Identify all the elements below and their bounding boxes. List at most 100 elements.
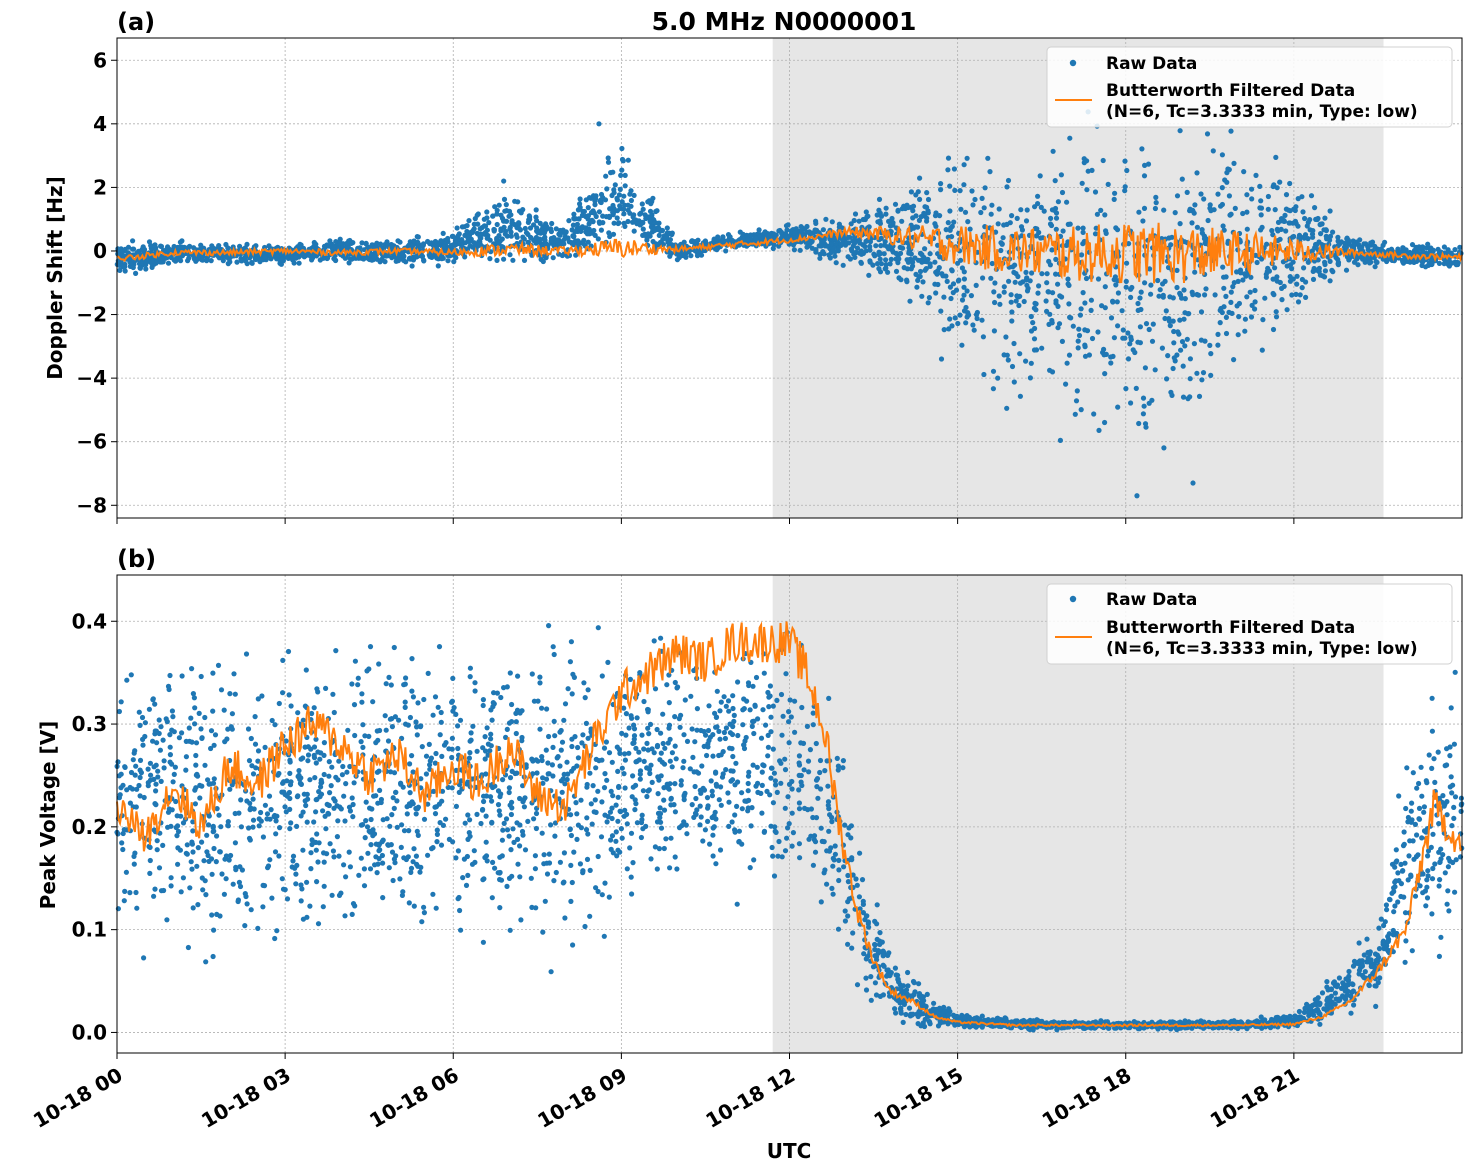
raw-data-point <box>1059 189 1066 196</box>
raw-data-point <box>1404 765 1410 771</box>
raw-data-point <box>137 265 143 271</box>
raw-data-point <box>1124 167 1130 174</box>
raw-data-point <box>1030 320 1036 326</box>
raw-data-point <box>360 744 366 751</box>
raw-data-point <box>1080 229 1086 235</box>
raw-data-point <box>452 242 458 248</box>
raw-data-point <box>814 784 820 790</box>
raw-data-point <box>916 217 923 223</box>
raw-data-point <box>276 700 282 707</box>
raw-data-point <box>804 223 810 230</box>
raw-data-point <box>621 771 627 777</box>
raw-data-point <box>664 225 670 231</box>
raw-data-point <box>144 259 150 265</box>
raw-data-point <box>1033 307 1039 313</box>
raw-data-point <box>605 155 611 161</box>
raw-data-point <box>1088 307 1094 313</box>
raw-data-point <box>813 740 819 747</box>
raw-data-point <box>1125 330 1131 336</box>
raw-data-point <box>662 745 668 751</box>
raw-data-point <box>736 828 743 834</box>
raw-data-point <box>1050 148 1056 154</box>
raw-data-point <box>627 845 633 851</box>
raw-data-point <box>1215 331 1221 337</box>
raw-data-point <box>604 186 610 192</box>
raw-data-point <box>1065 276 1071 282</box>
raw-data-point <box>472 688 478 694</box>
raw-data-point <box>123 869 129 875</box>
raw-data-point <box>463 882 470 889</box>
raw-data-point <box>1093 225 1099 231</box>
raw-data-point <box>868 974 874 980</box>
raw-data-point <box>922 246 928 252</box>
raw-data-point <box>667 253 673 259</box>
raw-data-point <box>726 799 732 805</box>
raw-data-point <box>1227 212 1233 218</box>
raw-data-point <box>307 903 313 909</box>
raw-data-point <box>330 243 337 250</box>
raw-data-point <box>210 245 216 251</box>
raw-data-point <box>858 259 864 265</box>
raw-data-point <box>796 806 803 812</box>
raw-data-point <box>825 783 831 789</box>
raw-data-point <box>771 873 778 879</box>
raw-data-point <box>1287 180 1293 187</box>
raw-data-point <box>1248 314 1255 320</box>
raw-data-point <box>644 740 650 747</box>
raw-data-point <box>922 267 928 273</box>
raw-data-point <box>1004 405 1010 411</box>
raw-data-point <box>296 768 302 774</box>
raw-data-point <box>677 724 683 730</box>
raw-data-point <box>1294 281 1300 287</box>
raw-data-point <box>833 260 839 266</box>
raw-data-point <box>886 218 892 224</box>
raw-data-point <box>1224 179 1230 185</box>
raw-data-point <box>969 188 975 194</box>
raw-data-point <box>225 245 231 251</box>
raw-data-point <box>914 284 920 290</box>
raw-data-point <box>945 167 951 173</box>
raw-data-point <box>668 835 674 841</box>
raw-data-point <box>382 259 388 265</box>
raw-data-point <box>723 248 729 254</box>
raw-data-point <box>468 730 474 736</box>
raw-data-point <box>695 237 701 243</box>
raw-data-point <box>812 839 819 845</box>
raw-data-point <box>136 709 142 715</box>
raw-data-point <box>908 189 915 195</box>
raw-data-point <box>995 221 1001 227</box>
raw-data-point <box>247 807 253 813</box>
raw-data-point <box>731 712 737 719</box>
raw-data-point <box>1105 181 1111 187</box>
raw-data-point <box>248 735 254 742</box>
raw-data-point <box>508 233 514 239</box>
raw-data-point <box>177 239 183 245</box>
raw-data-point <box>955 320 961 327</box>
raw-data-point <box>1244 226 1250 232</box>
raw-data-point <box>541 852 547 858</box>
raw-data-point <box>1219 152 1225 158</box>
raw-data-point <box>734 901 740 907</box>
raw-data-point <box>1056 321 1063 327</box>
raw-data-point <box>509 805 515 811</box>
raw-data-point <box>504 233 510 239</box>
raw-data-point <box>758 735 765 741</box>
raw-data-point <box>681 732 687 738</box>
raw-data-point <box>501 224 507 230</box>
raw-data-point <box>167 744 173 750</box>
raw-data-point <box>692 739 698 745</box>
raw-data-point <box>919 257 925 263</box>
raw-data-point <box>1011 269 1017 275</box>
raw-data-point <box>133 270 139 276</box>
raw-data-point <box>571 233 577 239</box>
raw-data-point <box>1226 193 1232 199</box>
raw-data-point <box>145 766 151 772</box>
raw-data-point <box>1316 265 1322 271</box>
raw-data-point <box>160 737 166 743</box>
raw-data-point <box>210 670 216 676</box>
raw-data-point <box>877 220 884 227</box>
raw-data-point <box>333 239 339 245</box>
raw-data-point <box>769 844 775 851</box>
raw-data-point <box>647 218 653 224</box>
raw-data-point <box>1036 283 1042 289</box>
